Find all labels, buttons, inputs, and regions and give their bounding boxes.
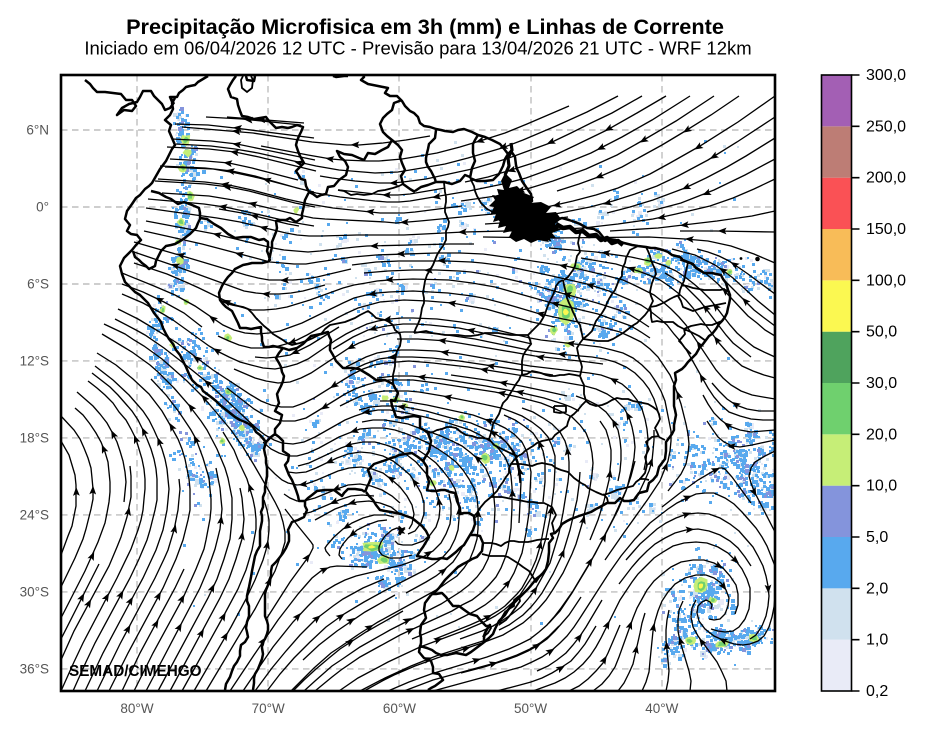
svg-text:200,0: 200,0 bbox=[866, 170, 906, 187]
svg-text:50,0: 50,0 bbox=[866, 324, 897, 341]
svg-text:6°N: 6°N bbox=[26, 123, 49, 138]
svg-text:300,0: 300,0 bbox=[866, 67, 906, 84]
svg-text:Iniciado em 06/04/2026 12 UTC: Iniciado em 06/04/2026 12 UTC - Previsão… bbox=[84, 38, 751, 59]
svg-text:40°W: 40°W bbox=[645, 701, 678, 716]
svg-text:20,0: 20,0 bbox=[866, 426, 897, 443]
svg-text:12°S: 12°S bbox=[20, 353, 49, 368]
svg-text:1,0: 1,0 bbox=[866, 632, 888, 649]
svg-text:Precipitação Microfisica em 3h: Precipitação Microfisica em 3h (mm) e Li… bbox=[126, 14, 724, 39]
svg-text:250,0: 250,0 bbox=[866, 118, 906, 135]
svg-text:6°S: 6°S bbox=[27, 277, 49, 292]
svg-text:30,0: 30,0 bbox=[866, 375, 897, 392]
svg-text:18°S: 18°S bbox=[20, 430, 49, 445]
svg-text:2,0: 2,0 bbox=[866, 580, 888, 597]
svg-text:80°W: 80°W bbox=[120, 701, 153, 716]
svg-text:60°W: 60°W bbox=[383, 701, 416, 716]
svg-text:24°S: 24°S bbox=[20, 507, 49, 522]
svg-text:50°W: 50°W bbox=[514, 701, 547, 716]
svg-text:100,0: 100,0 bbox=[866, 272, 906, 289]
svg-text:36°S: 36°S bbox=[20, 661, 49, 676]
svg-text:0,2: 0,2 bbox=[866, 683, 888, 700]
svg-text:70°W: 70°W bbox=[252, 701, 285, 716]
svg-text:10,0: 10,0 bbox=[866, 478, 897, 495]
svg-text:5,0: 5,0 bbox=[866, 529, 888, 546]
svg-text:SEMAD/CIMEHGO: SEMAD/CIMEHGO bbox=[69, 663, 202, 680]
svg-text:0°: 0° bbox=[36, 200, 49, 215]
svg-text:30°S: 30°S bbox=[20, 584, 49, 599]
svg-text:150,0: 150,0 bbox=[866, 221, 906, 238]
